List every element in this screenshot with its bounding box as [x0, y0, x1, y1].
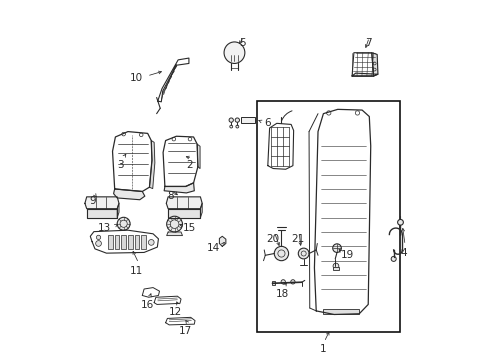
Ellipse shape — [224, 42, 244, 63]
Circle shape — [397, 220, 403, 225]
Bar — [333, 267, 339, 270]
Circle shape — [166, 216, 182, 232]
Text: 12: 12 — [169, 307, 182, 317]
Circle shape — [332, 263, 338, 269]
Text: 9: 9 — [89, 196, 96, 206]
Circle shape — [148, 239, 154, 245]
Bar — [121, 235, 126, 249]
Bar — [134, 235, 139, 249]
Text: 18: 18 — [275, 289, 288, 300]
Polygon shape — [166, 232, 182, 235]
Bar — [257, 101, 400, 332]
Circle shape — [96, 240, 101, 246]
Circle shape — [228, 118, 233, 122]
Circle shape — [281, 280, 285, 284]
Text: 20: 20 — [265, 234, 279, 244]
Text: 1: 1 — [320, 344, 326, 354]
Text: 21: 21 — [290, 234, 304, 244]
Polygon shape — [164, 183, 194, 193]
Bar — [241, 117, 254, 123]
Circle shape — [332, 244, 341, 252]
Bar — [128, 235, 132, 249]
Polygon shape — [200, 203, 202, 218]
Polygon shape — [351, 73, 377, 76]
Circle shape — [235, 118, 239, 122]
Text: 10: 10 — [130, 73, 143, 83]
Polygon shape — [197, 144, 200, 168]
Circle shape — [96, 235, 101, 239]
Text: 5: 5 — [239, 39, 245, 48]
Circle shape — [274, 246, 288, 261]
Circle shape — [290, 280, 294, 284]
Text: 15: 15 — [183, 224, 196, 233]
Circle shape — [117, 217, 130, 230]
Bar — [115, 235, 119, 249]
Polygon shape — [85, 197, 119, 209]
Polygon shape — [113, 189, 144, 200]
Circle shape — [235, 125, 238, 128]
Text: 17: 17 — [178, 326, 192, 336]
Polygon shape — [166, 197, 202, 209]
Circle shape — [390, 256, 395, 261]
Text: 6: 6 — [264, 118, 270, 128]
Polygon shape — [219, 236, 225, 246]
Text: 7: 7 — [364, 39, 371, 48]
Bar — [272, 281, 275, 285]
Polygon shape — [371, 53, 377, 76]
Polygon shape — [86, 209, 117, 218]
Text: 16: 16 — [140, 300, 153, 310]
Bar — [108, 235, 113, 249]
Bar — [141, 235, 145, 249]
Text: 4: 4 — [400, 248, 407, 258]
Polygon shape — [117, 203, 119, 218]
Circle shape — [298, 248, 308, 259]
Text: 14: 14 — [206, 243, 220, 253]
Text: 8: 8 — [166, 192, 173, 202]
Text: 19: 19 — [340, 250, 353, 260]
Text: 3: 3 — [117, 160, 124, 170]
Text: 2: 2 — [186, 160, 193, 170]
Text: 11: 11 — [129, 266, 142, 276]
Circle shape — [229, 125, 232, 128]
Bar — [323, 310, 359, 314]
Text: 13: 13 — [98, 224, 111, 233]
Polygon shape — [149, 140, 155, 189]
Polygon shape — [168, 209, 200, 218]
